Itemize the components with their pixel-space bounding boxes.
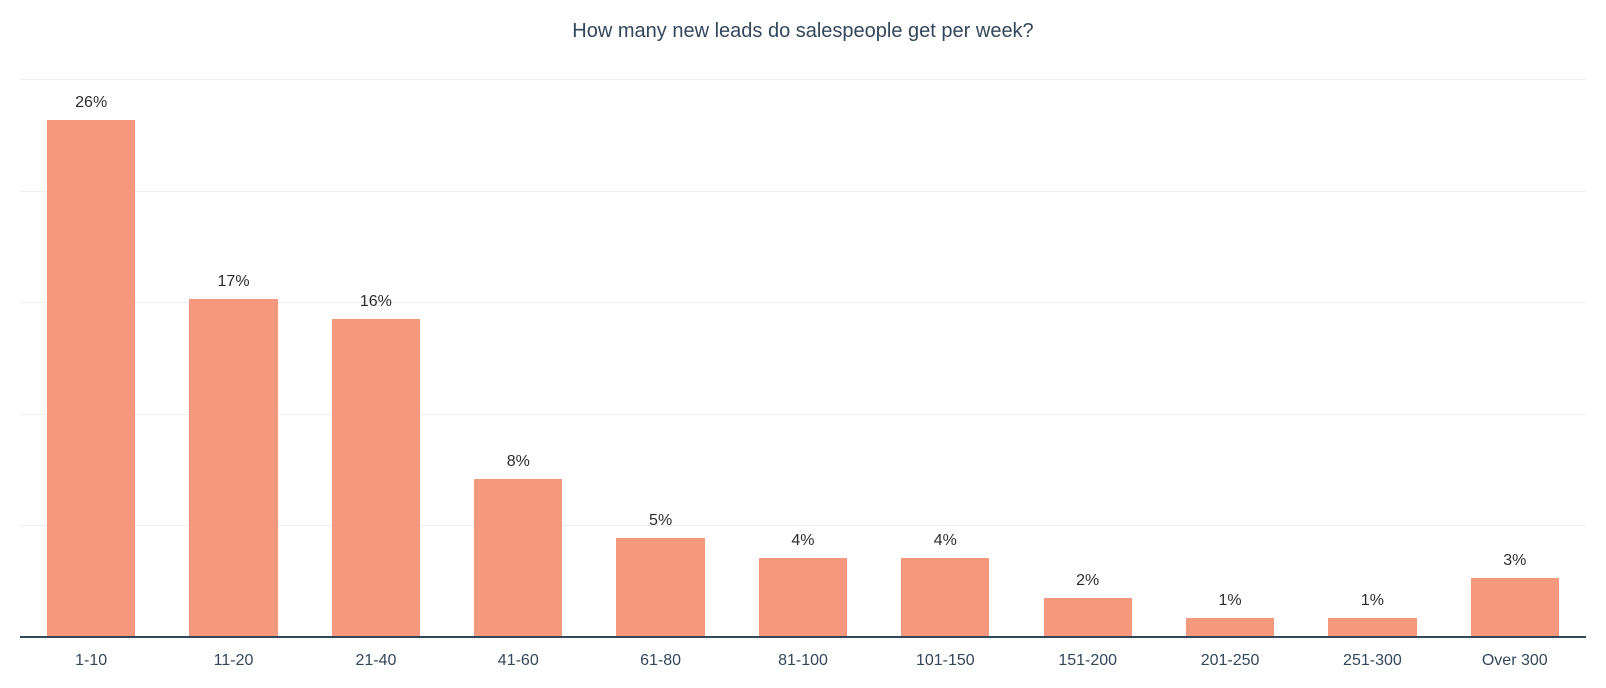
bar-slot: 1%	[1159, 80, 1301, 638]
bar-value-label: 2%	[1017, 572, 1159, 590]
x-axis-label: 11-20	[162, 652, 304, 670]
bar	[1044, 598, 1132, 638]
bar-value-label: 4%	[874, 532, 1016, 550]
bar-chart: How many new leads do salespeople get pe…	[0, 0, 1606, 688]
x-axis-baseline	[20, 636, 1586, 638]
bar	[1328, 618, 1416, 638]
x-axis-label: Over 300	[1444, 652, 1586, 670]
bar-slot: 8%	[447, 80, 589, 638]
bar-value-label: 1%	[1159, 592, 1301, 610]
bar	[1186, 618, 1274, 638]
bar-slot: 3%	[1444, 80, 1586, 638]
plot-area: 26%17%16%8%5%4%4%2%1%1%3%	[20, 80, 1586, 638]
x-axis-label: 41-60	[447, 652, 589, 670]
bar-slot: 1%	[1301, 80, 1443, 638]
bar-slot: 16%	[305, 80, 447, 638]
bar	[332, 319, 420, 638]
bar-value-label: 4%	[732, 532, 874, 550]
x-axis-label: 1-10	[20, 652, 162, 670]
bar-value-label: 26%	[20, 94, 162, 112]
bar-value-label: 17%	[162, 273, 304, 291]
bar-value-label: 16%	[305, 293, 447, 311]
x-axis-label: 151-200	[1017, 652, 1159, 670]
x-axis-label: 101-150	[874, 652, 1016, 670]
bar	[759, 558, 847, 638]
bar-value-label: 8%	[447, 453, 589, 471]
bar-slot: 5%	[589, 80, 731, 638]
chart-title: How many new leads do salespeople get pe…	[0, 20, 1606, 43]
x-axis-label: 251-300	[1301, 652, 1443, 670]
bars-container: 26%17%16%8%5%4%4%2%1%1%3%	[20, 80, 1586, 638]
x-axis-label: 21-40	[305, 652, 447, 670]
bar	[616, 538, 704, 638]
bar-slot: 4%	[732, 80, 874, 638]
bar-value-label: 3%	[1444, 552, 1586, 570]
x-axis-label: 201-250	[1159, 652, 1301, 670]
bar	[474, 479, 562, 638]
bar	[189, 299, 277, 638]
bar-value-label: 1%	[1301, 592, 1443, 610]
x-axis-labels: 1-1011-2021-4041-6061-8081-100101-150151…	[20, 652, 1586, 670]
bar-value-label: 5%	[589, 512, 731, 530]
bar	[47, 120, 135, 638]
bar	[901, 558, 989, 638]
bar-slot: 26%	[20, 80, 162, 638]
bar-slot: 17%	[162, 80, 304, 638]
bar-slot: 4%	[874, 80, 1016, 638]
x-axis-label: 61-80	[589, 652, 731, 670]
x-axis-label: 81-100	[732, 652, 874, 670]
bar	[1471, 578, 1559, 638]
bar-slot: 2%	[1017, 80, 1159, 638]
